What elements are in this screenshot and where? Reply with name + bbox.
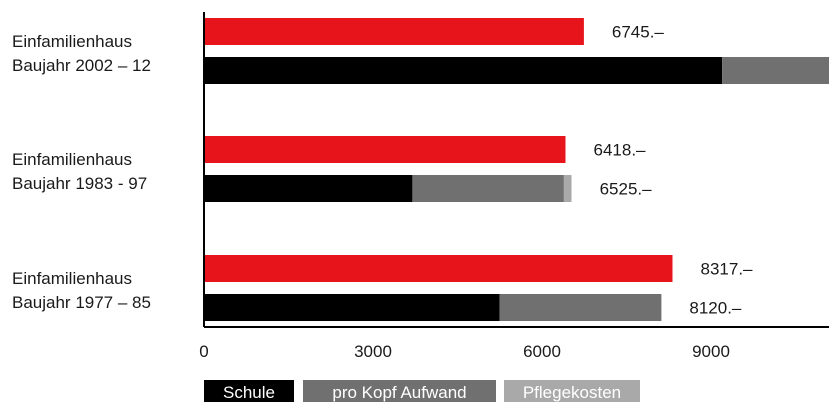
legend-label-1: pro Kopf Aufwand xyxy=(332,383,466,402)
category-label-line2-2: Baujahr 1977 – 85 xyxy=(12,293,151,312)
x-tick-label-1: 3000 xyxy=(354,342,392,361)
legend-swatch-2 xyxy=(504,380,640,402)
category-label-line2-1: Baujahr 1983 - 97 xyxy=(12,174,147,193)
bar-stack-2-0 xyxy=(204,294,500,321)
legend-label-2: Pflegekosten xyxy=(523,383,621,402)
legend-label-0: Schule xyxy=(223,383,275,402)
bar-stack-1-1 xyxy=(412,175,564,202)
x-tick-label-2: 6000 xyxy=(523,342,561,361)
value-label-red-1: 6418.– xyxy=(594,141,647,160)
bar-stack-1-0 xyxy=(204,175,413,202)
x-tick-label-3: 9000 xyxy=(692,342,730,361)
bar-stack-0-0 xyxy=(204,57,723,84)
bar-stack-1-2 xyxy=(563,175,572,202)
category-label-line1-1: Einfamilienhaus xyxy=(12,150,132,169)
value-label-stack-1: 6525.– xyxy=(600,180,653,199)
bar-stack-2-1 xyxy=(499,294,662,321)
legend-swatch-1 xyxy=(303,380,496,402)
category-label-line2-0: Baujahr 2002 – 12 xyxy=(12,56,151,75)
category-label-line1-2: Einfamilienhaus xyxy=(12,269,132,288)
legend-swatch-0 xyxy=(204,380,294,402)
value-label-red-2: 8317.– xyxy=(701,260,754,279)
x-tick-label-0: 0 xyxy=(199,342,208,361)
category-label-line1-0: Einfamilienhaus xyxy=(12,32,132,51)
bar-red-2 xyxy=(204,255,673,282)
bar-red-0 xyxy=(204,18,584,45)
bar-red-1 xyxy=(204,136,566,163)
bar-stack-0-1 xyxy=(722,57,829,84)
value-label-stack-2: 8120.– xyxy=(689,299,742,318)
value-label-red-0: 6745.– xyxy=(612,23,665,42)
